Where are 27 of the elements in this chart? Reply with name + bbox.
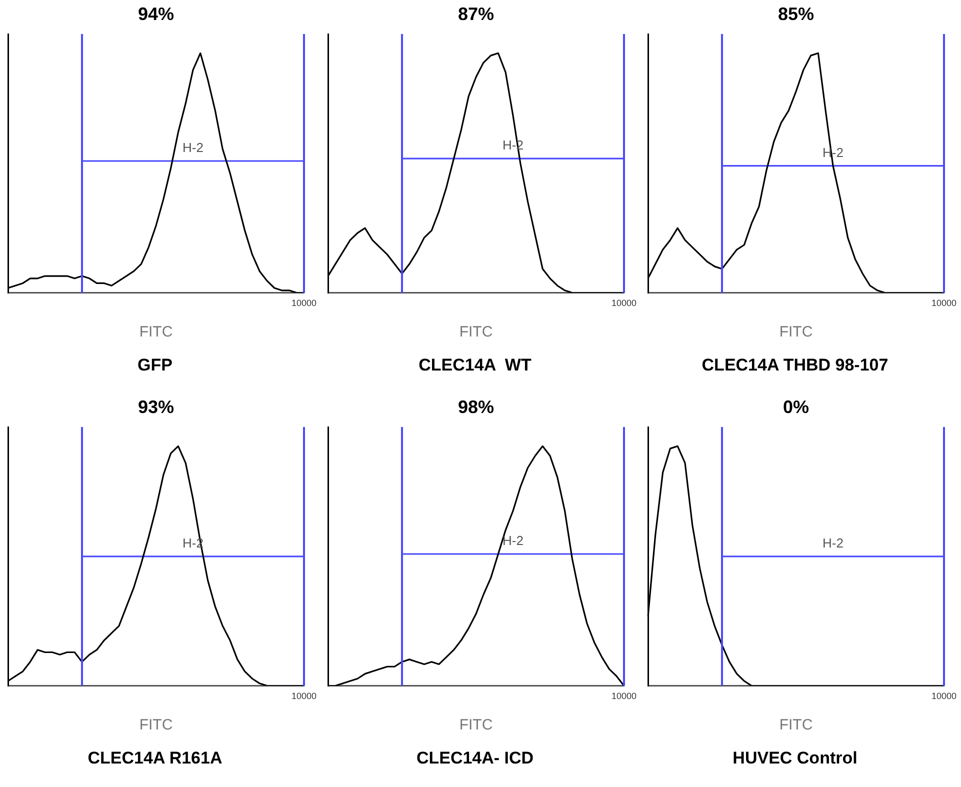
x-axis-title: FITC	[779, 716, 813, 734]
text: 85%	[778, 4, 814, 24]
text: 87%	[458, 4, 494, 24]
x-axis-title: FITC	[139, 716, 173, 734]
text: GFP	[138, 355, 172, 374]
text: 93%	[138, 396, 174, 417]
x-axis-title: FITC	[459, 324, 493, 341]
annotation: H-2	[182, 140, 204, 156]
text: CLEC14A WT	[418, 355, 532, 374]
text: 0%	[782, 396, 810, 417]
text: 10000	[611, 298, 637, 308]
text: HUVEC Control	[732, 748, 858, 768]
annotation: H-2	[502, 533, 524, 548]
text: 98%	[458, 396, 494, 417]
text: 10000	[291, 298, 317, 308]
text: 10000	[611, 690, 637, 701]
text: 10000	[291, 690, 317, 701]
text: CLEC14A R161A	[88, 748, 222, 768]
x-axis-title: FITC	[139, 324, 173, 341]
x-axis-title: FITC	[779, 324, 813, 341]
text: CLEC14A THBD 98-107	[702, 355, 888, 374]
text: 10000	[931, 690, 957, 701]
text: CLEC14A- ICD	[416, 748, 534, 768]
x-axis-title: FITC	[459, 716, 493, 734]
annotation: H-2	[822, 535, 844, 550]
text: 94%	[138, 4, 174, 24]
text: 10000	[931, 298, 957, 308]
